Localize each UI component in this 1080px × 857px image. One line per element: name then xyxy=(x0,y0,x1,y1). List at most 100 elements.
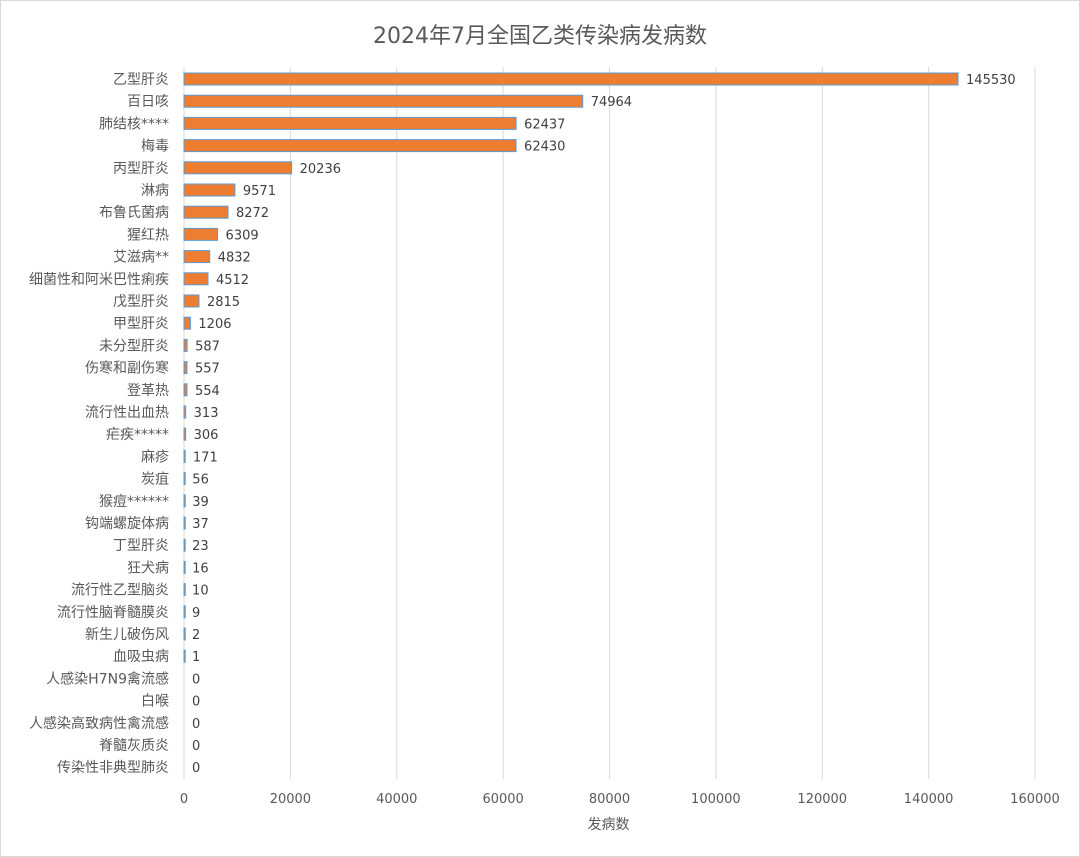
x-tick-label: 40000 xyxy=(376,792,417,807)
category-label: 炭疽 xyxy=(141,472,169,488)
category-label: 狂犬病 xyxy=(127,560,169,576)
category-label: 人感染高致病性禽流感 xyxy=(29,715,169,732)
data-label: 6309 xyxy=(226,228,259,243)
data-label: 4512 xyxy=(216,273,249,288)
bar xyxy=(183,516,186,530)
x-tick-label: 80000 xyxy=(589,792,630,807)
x-tick-label: 20000 xyxy=(270,792,311,807)
data-label: 23 xyxy=(192,539,209,554)
bar xyxy=(183,227,219,241)
x-tick-label: 0 xyxy=(180,792,188,807)
bar xyxy=(183,538,186,552)
data-label: 56 xyxy=(192,473,209,488)
data-label: 1206 xyxy=(198,317,231,332)
bar xyxy=(183,338,188,352)
gridlines xyxy=(183,67,1036,779)
data-label: 2 xyxy=(192,628,200,643)
category-label: 布鲁氏菌病 xyxy=(99,205,169,221)
data-label: 2815 xyxy=(207,295,240,310)
bar xyxy=(183,272,209,286)
category-label: 新生儿破伤风 xyxy=(85,627,169,643)
data-label: 37 xyxy=(192,517,209,532)
category-label: 人感染H7N9禽流感 xyxy=(46,670,169,687)
category-label: 登革热 xyxy=(127,383,169,399)
x-tick-label: 140000 xyxy=(904,792,954,807)
bars xyxy=(183,72,959,663)
data-label: 557 xyxy=(195,362,220,377)
category-label: 艾滋病** xyxy=(113,250,169,266)
category-label: 甲型肝炎 xyxy=(113,316,169,332)
category-label: 未分型肝炎 xyxy=(99,338,169,354)
bar xyxy=(183,627,186,641)
data-label: 554 xyxy=(195,384,220,399)
data-label: 145530 xyxy=(966,73,1016,88)
category-label: 钩端螺旋体病 xyxy=(85,516,169,532)
data-label: 39 xyxy=(192,495,209,510)
data-label: 9 xyxy=(192,606,200,621)
category-label: 丙型肝炎 xyxy=(113,161,169,177)
category-label: 乙型肝炎 xyxy=(113,72,169,88)
data-label: 9571 xyxy=(243,184,276,199)
data-label: 306 xyxy=(194,428,219,443)
bar xyxy=(183,649,186,663)
category-label: 疟疾***** xyxy=(106,427,169,443)
bar xyxy=(183,583,186,597)
category-label: 梅毒 xyxy=(141,139,169,155)
bar xyxy=(183,449,186,463)
bar xyxy=(183,560,186,574)
bar xyxy=(183,139,517,153)
data-label: 16 xyxy=(192,561,209,576)
data-label: 20236 xyxy=(300,162,341,177)
category-label: 猴痘****** xyxy=(99,494,169,510)
bar xyxy=(183,72,959,86)
bar xyxy=(183,205,229,219)
category-label: 百日咳 xyxy=(127,94,169,110)
data-label: 10 xyxy=(192,584,209,599)
data-label: 74964 xyxy=(591,95,632,110)
category-label: 血吸虫病 xyxy=(113,649,169,665)
data-label: 313 xyxy=(194,406,219,421)
bar xyxy=(183,605,186,619)
data-label: 587 xyxy=(195,339,220,354)
bar xyxy=(183,94,584,108)
category-label: 传染性非典型肺炎 xyxy=(57,760,169,776)
data-labels: 145530 74964 62437 62430 20236 9571 8272 6309 48… xyxy=(192,73,1016,776)
x-tick-label: 120000 xyxy=(797,792,847,807)
bar xyxy=(183,405,187,419)
data-label: 0 xyxy=(192,761,200,776)
bar xyxy=(183,183,236,197)
x-tick-label: 100000 xyxy=(691,792,741,807)
category-label: 淋病 xyxy=(141,183,169,199)
bar xyxy=(183,472,186,486)
bar xyxy=(183,294,200,308)
category-label: 流行性乙型脑炎 xyxy=(71,583,169,599)
bar xyxy=(183,361,188,375)
x-axis-title: 发病数 xyxy=(588,817,630,833)
bar xyxy=(183,383,188,397)
bar xyxy=(183,250,211,264)
bar xyxy=(183,494,186,508)
data-label: 0 xyxy=(192,717,200,732)
data-label: 0 xyxy=(192,739,200,754)
data-label: 62437 xyxy=(524,117,565,132)
category-label: 麻疹 xyxy=(141,449,169,465)
category-label: 猩红热 xyxy=(127,227,169,243)
category-label: 丁型肝炎 xyxy=(113,538,169,554)
data-label: 8272 xyxy=(236,206,269,221)
data-label: 62430 xyxy=(524,140,565,155)
x-tick-labels: 0 20000 40000 60000 80000 100000 120000 140000 1… xyxy=(180,792,1060,807)
data-label: 4832 xyxy=(218,251,251,266)
data-label: 171 xyxy=(193,450,218,465)
data-label: 0 xyxy=(192,672,200,687)
bar xyxy=(183,427,187,441)
category-label: 肺结核**** xyxy=(99,116,169,132)
category-label: 脊髓灰质炎 xyxy=(99,738,169,754)
category-label: 流行性出血热 xyxy=(85,405,169,421)
category-label: 伤寒和副伤寒 xyxy=(85,360,169,377)
category-label: 流行性脑脊髓膜炎 xyxy=(57,605,169,621)
category-label: 白喉 xyxy=(141,694,169,710)
data-label: 1 xyxy=(192,650,200,665)
